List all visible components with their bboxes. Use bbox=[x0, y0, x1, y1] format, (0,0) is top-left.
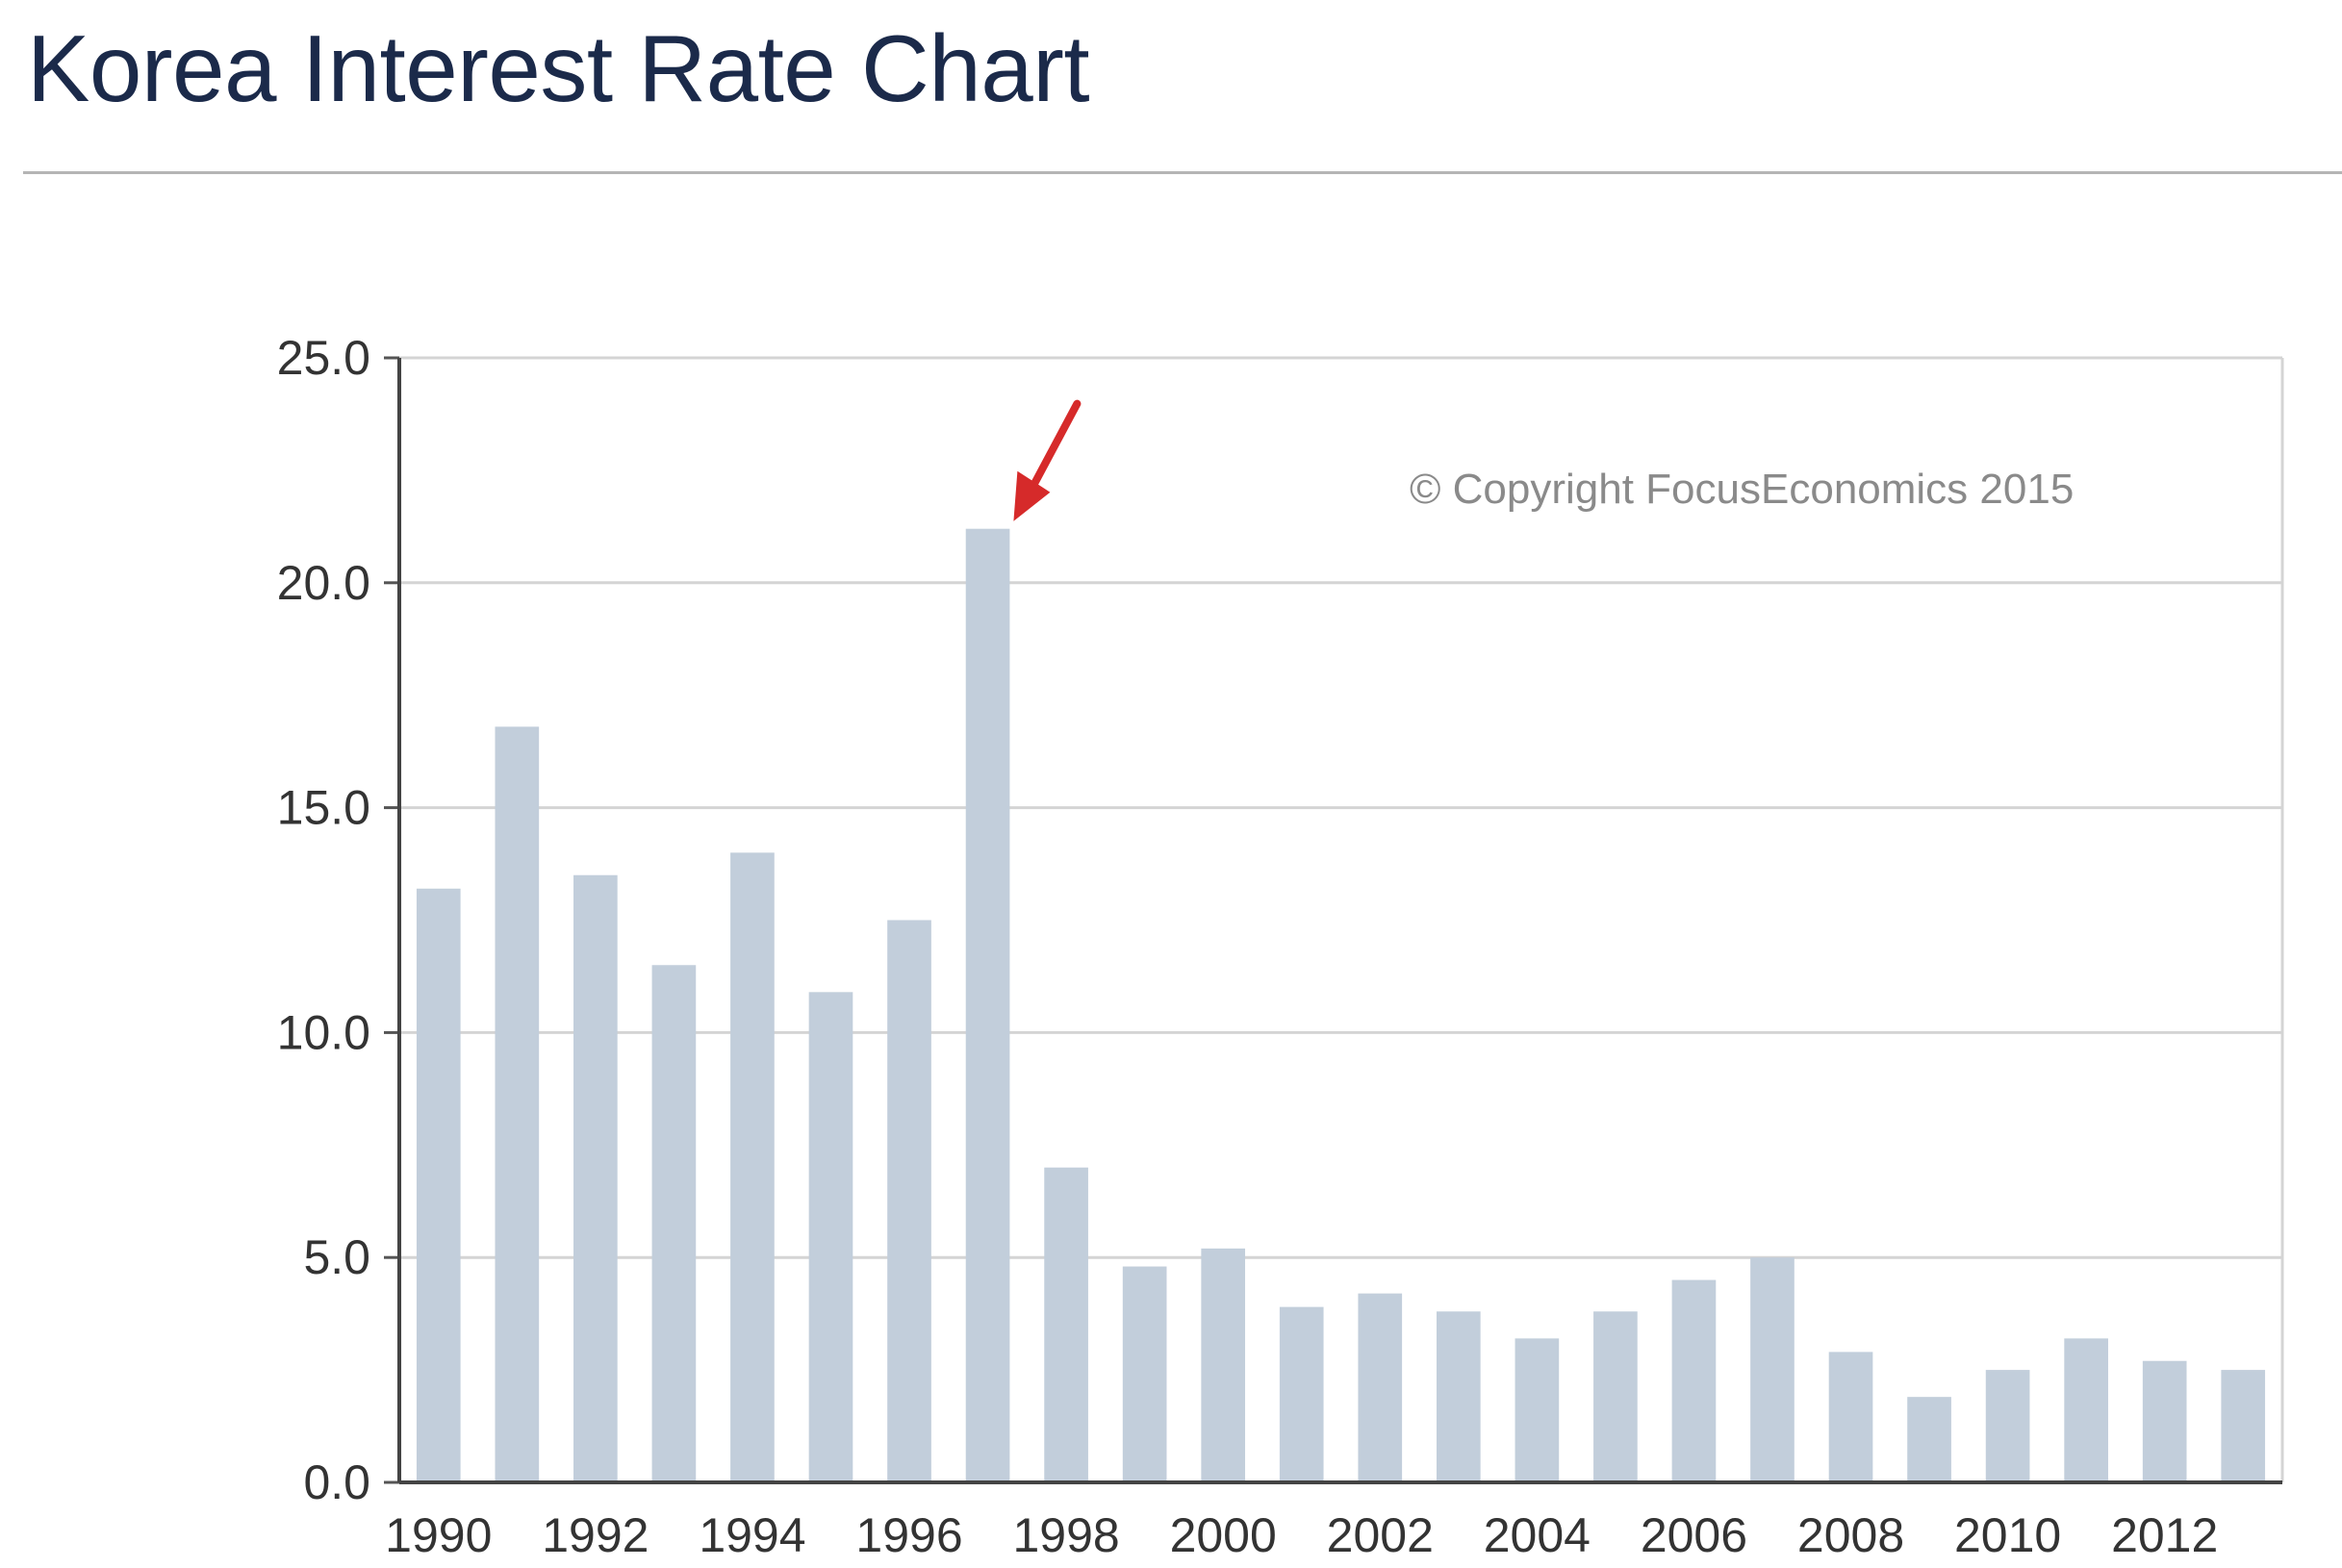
bar-1991 bbox=[495, 726, 540, 1482]
arrow-head bbox=[1013, 470, 1051, 521]
x-tick-label: 2010 bbox=[1954, 1508, 2061, 1562]
title-divider bbox=[23, 171, 2342, 174]
x-tick-label: 1992 bbox=[542, 1508, 649, 1562]
bar-2002 bbox=[1358, 1293, 1403, 1482]
bar-2000 bbox=[1201, 1248, 1246, 1482]
x-tick-label: 2008 bbox=[1797, 1508, 1904, 1562]
bar-2003 bbox=[1436, 1311, 1481, 1482]
arrow-shaft bbox=[1027, 399, 1082, 494]
x-tick-label: 1990 bbox=[385, 1508, 492, 1562]
bar-1990 bbox=[416, 888, 461, 1482]
y-tick-label: 5.0 bbox=[303, 1230, 370, 1284]
x-tick-label: 2012 bbox=[2111, 1508, 2218, 1562]
grid-lines bbox=[399, 356, 2284, 1482]
bar-1995 bbox=[808, 992, 853, 1482]
bar-2001 bbox=[1279, 1306, 1324, 1482]
x-tick-label: 2006 bbox=[1641, 1508, 1747, 1562]
x-tick-label: 2002 bbox=[1327, 1508, 1434, 1562]
bar-2007 bbox=[1750, 1257, 1795, 1482]
bar-2012 bbox=[2142, 1360, 2187, 1482]
y-tick-label: 25.0 bbox=[277, 331, 370, 385]
page-title: Korea Interest Rate Chart bbox=[27, 15, 1090, 121]
y-tick-label: 15.0 bbox=[277, 781, 370, 835]
bar-2008 bbox=[1828, 1352, 1873, 1482]
bar-1998 bbox=[1044, 1167, 1088, 1482]
bars bbox=[416, 528, 2266, 1482]
y-tick-label: 10.0 bbox=[277, 1005, 370, 1059]
bar-2013 bbox=[2221, 1370, 2266, 1482]
bar-1997 bbox=[965, 528, 1010, 1482]
bar-2004 bbox=[1515, 1338, 1560, 1482]
bar-1996 bbox=[887, 920, 931, 1482]
bar-1992 bbox=[573, 874, 618, 1482]
x-tick-label: 2000 bbox=[1170, 1508, 1277, 1562]
copyright-annotation: © Copyright FocusEconomics 2015 bbox=[1410, 466, 2074, 513]
x-tick-label: 1994 bbox=[699, 1508, 805, 1562]
tick-labels: 0.0 5.0 10.0 15.0 20.0 25.0 1990 1992 1994 1996 19… bbox=[277, 331, 2219, 1562]
bar-2006 bbox=[1671, 1279, 1717, 1482]
highlight-arrow bbox=[1013, 399, 1082, 521]
x-tick-label: 1998 bbox=[1012, 1508, 1119, 1562]
y-tick-label: 0.0 bbox=[303, 1455, 370, 1509]
bar-1994 bbox=[730, 852, 775, 1482]
x-tick-label: 1996 bbox=[855, 1508, 962, 1562]
x-tick-label: 2004 bbox=[1484, 1508, 1591, 1562]
y-tick-label: 20.0 bbox=[277, 556, 370, 610]
bar-2010 bbox=[1985, 1370, 2030, 1482]
bar-1999 bbox=[1122, 1266, 1167, 1482]
axes bbox=[384, 356, 2282, 1484]
bar-2009 bbox=[1907, 1397, 1951, 1482]
bar-2011 bbox=[2064, 1338, 2108, 1482]
bar-1993 bbox=[651, 965, 697, 1482]
bar-2005 bbox=[1593, 1311, 1638, 1482]
